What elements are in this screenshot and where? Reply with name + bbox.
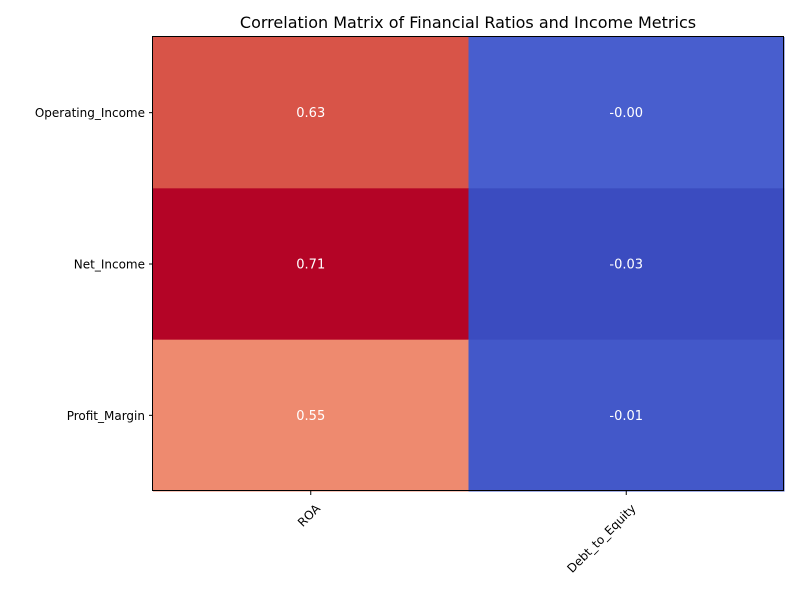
cell-value-label: 0.71 — [296, 258, 325, 273]
y-tick-label: Operating_Income — [35, 106, 145, 120]
cell-value-label: -0.03 — [609, 258, 643, 273]
heatmap-cell — [153, 37, 469, 189]
cell-value-label: -0.01 — [609, 409, 643, 424]
heatmap-cell — [468, 37, 785, 189]
cell-value-label: 0.63 — [296, 106, 325, 121]
heatmap-cell — [468, 339, 785, 492]
heatmap-cell — [153, 188, 469, 341]
y-tick-label: Net_Income — [74, 258, 145, 272]
y-axis-ticks: Operating_Income Net_Income Profit_Margin — [35, 106, 153, 423]
heatmap-cell — [153, 339, 469, 492]
cell-value-label: 0.55 — [296, 409, 325, 424]
y-tick-label: Profit_Margin — [67, 409, 145, 423]
heatmap-cell — [468, 188, 785, 341]
chart-title: Correlation Matrix of Financial Ratios a… — [240, 13, 696, 32]
cell-value-label: -0.00 — [609, 106, 643, 121]
heatmap-cells — [153, 37, 785, 492]
heatmap-value-labels: 0.63 -0.00 0.71 -0.03 0.55 -0.01 — [296, 106, 643, 424]
